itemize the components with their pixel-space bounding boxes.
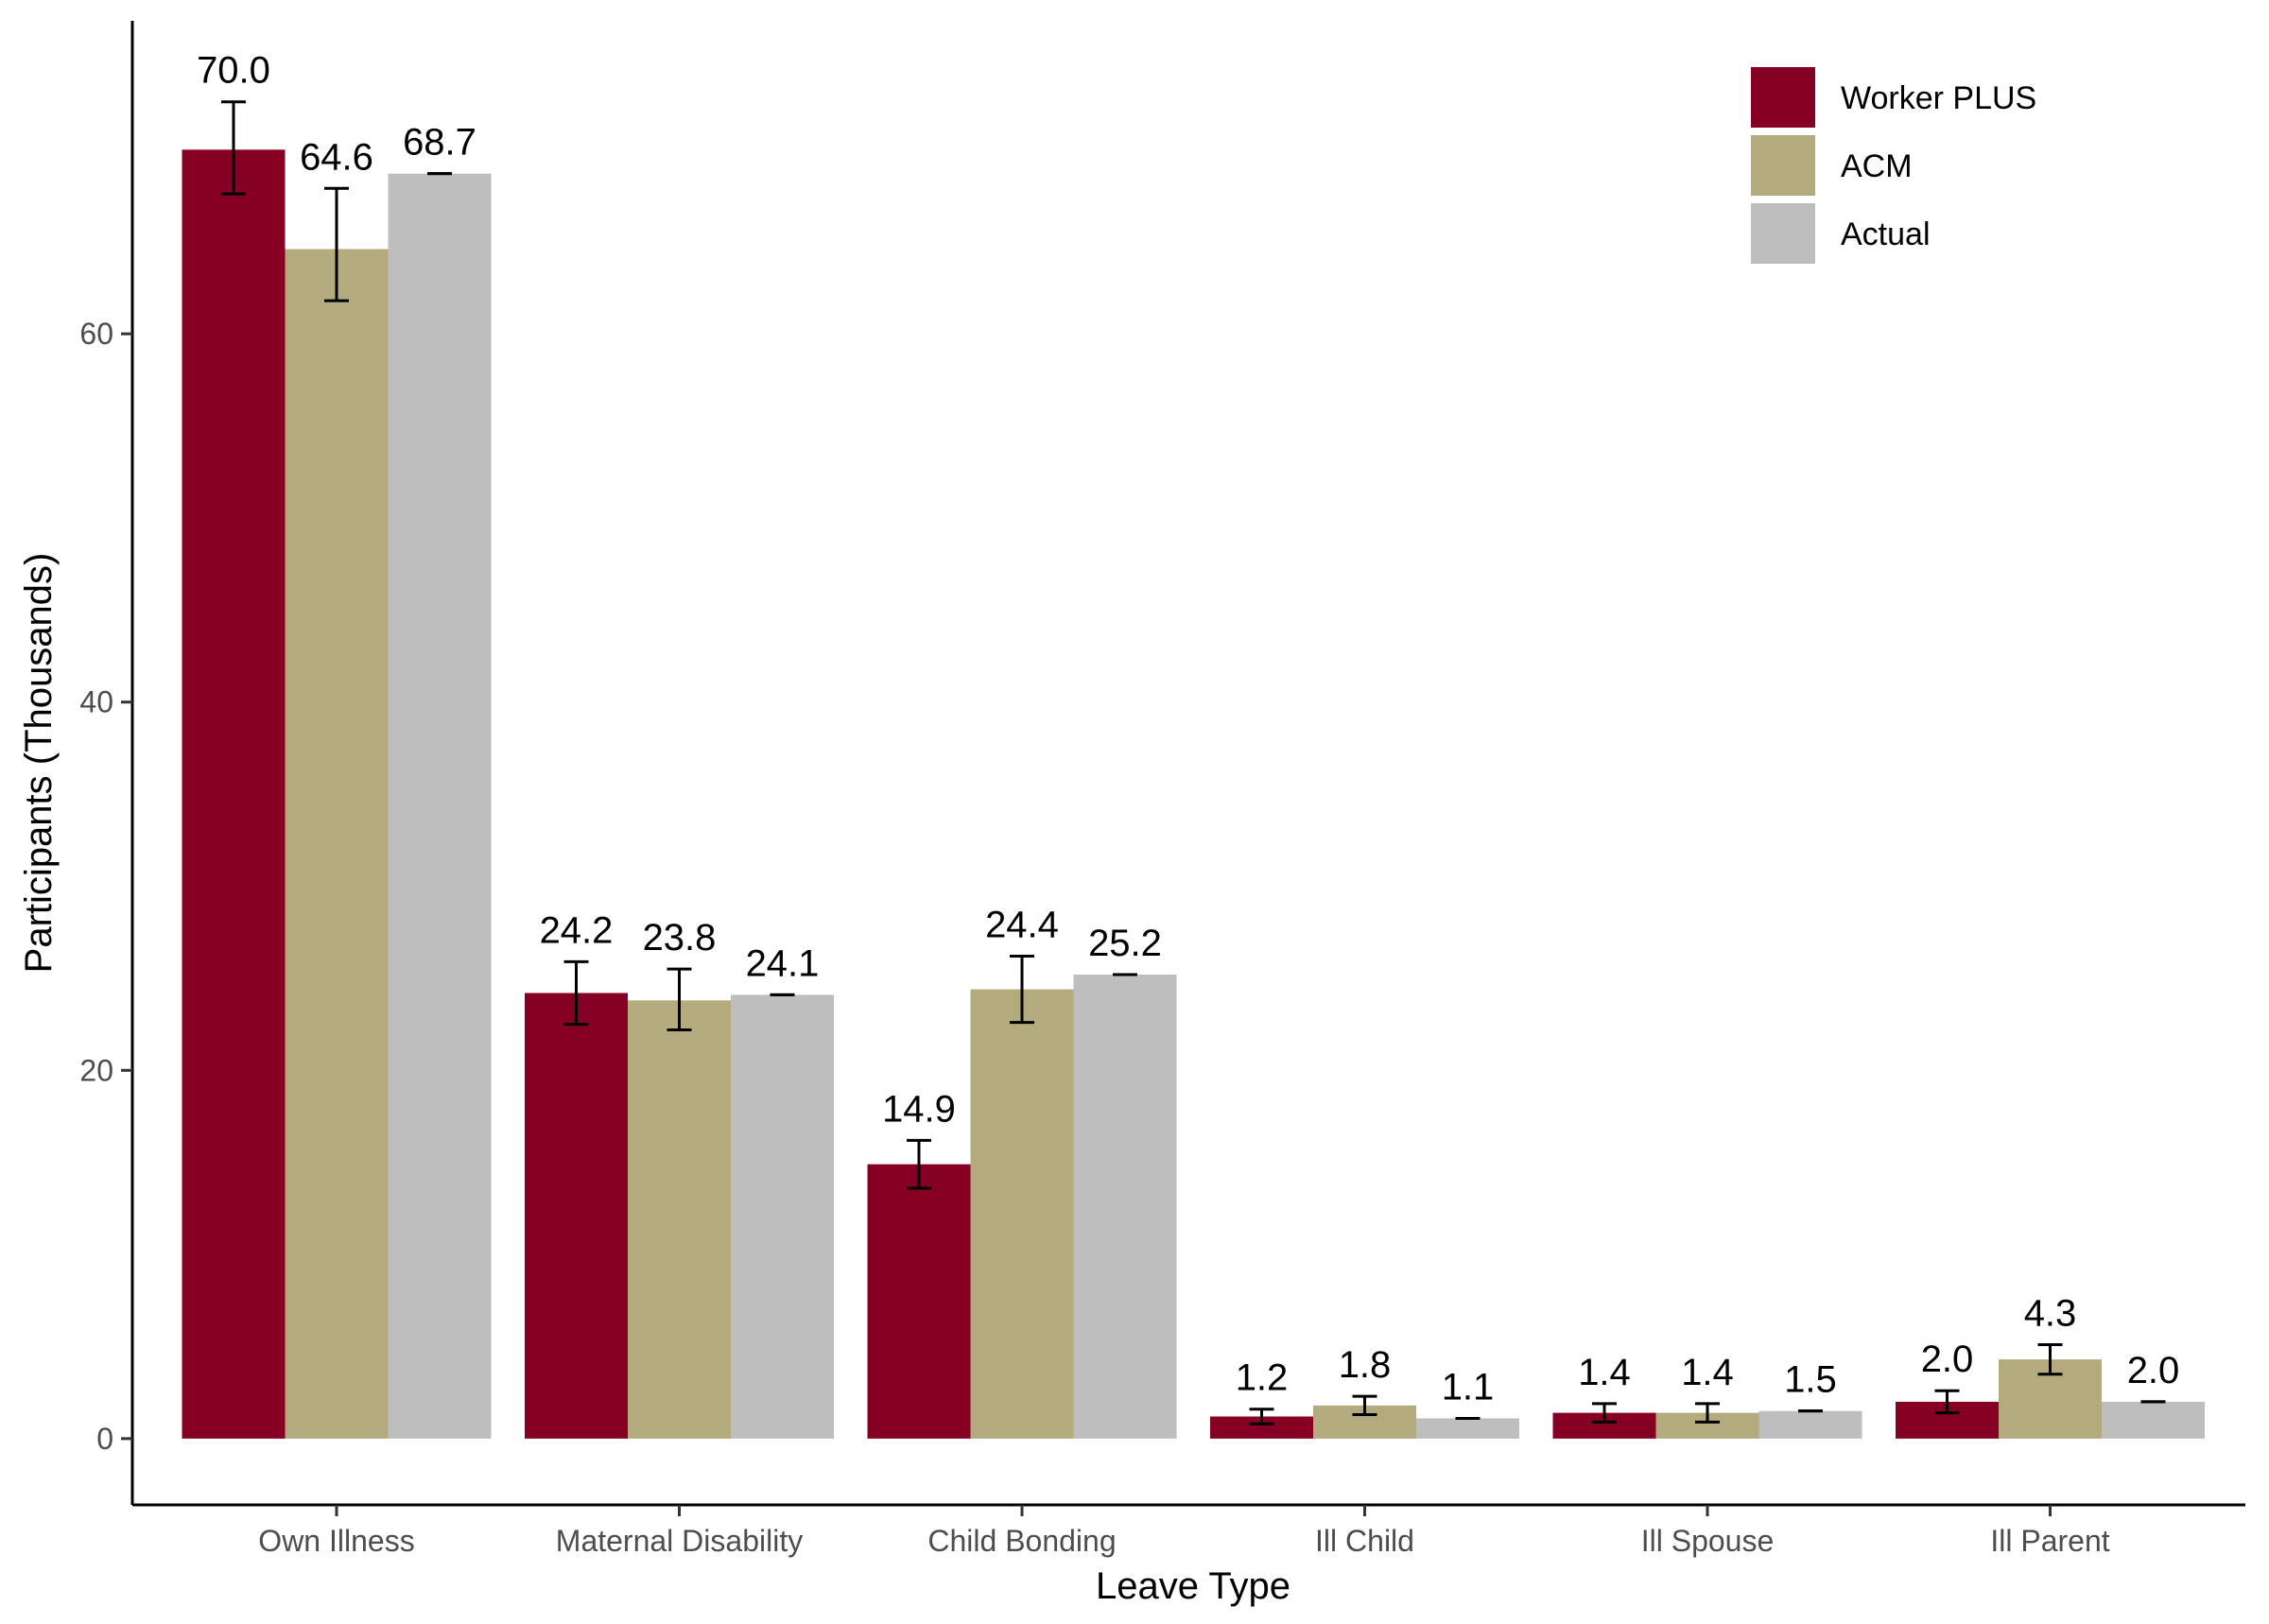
data-label-actual: 24.1 [746,942,820,984]
data-label-worker-plus: 1.2 [1236,1357,1289,1399]
data-label-worker-plus: 70.0 [197,50,270,92]
x-tick-label: Ill Parent [1990,1524,2109,1558]
value-labels-group: 70.0 24.2 14.9 1.2 1.4 2.0 64.6 23.8 24.4 1.8 1.4 4… [197,50,2179,1408]
bar-worker-plus [525,993,628,1439]
data-label-worker-plus: 14.9 [882,1088,956,1130]
data-label-worker-plus: 1.4 [1578,1352,1631,1393]
data-label-actual: 68.7 [403,122,476,164]
legend: Worker PLUS ACM Actual [1749,65,2036,266]
y-axis-title: Participants (Thousands) [18,553,60,974]
error-bars-group [221,100,2166,1425]
bar-worker-plus [867,1164,971,1439]
legend-key [1749,133,1817,198]
y-tick-label: 40 [79,685,113,719]
data-label-acm: 4.3 [2024,1293,2077,1335]
data-label-worker-plus: 24.2 [540,909,614,951]
bar-actual [1416,1418,1519,1439]
data-label-acm: 24.4 [985,905,1059,946]
bar-acm [628,1000,731,1439]
data-label-actual: 1.5 [1784,1359,1837,1401]
y-tick-label: 60 [79,317,113,351]
legend-label: ACM [1841,148,1913,184]
y-ticks-group: 0 20 40 60 [79,317,132,1456]
axes-group [130,21,2245,1507]
data-label-acm: 1.8 [1339,1344,1392,1386]
legend-label: Worker PLUS [1841,80,2036,116]
data-label-actual: 1.1 [1442,1366,1495,1408]
x-tick-label: Child Bonding [927,1524,1116,1558]
y-tick-label: 0 [96,1422,113,1456]
data-label-worker-plus: 2.0 [1921,1339,1974,1380]
legend-key [1749,201,1817,266]
data-label-acm: 23.8 [643,917,717,959]
data-label-actual: 2.0 [2127,1350,2180,1391]
x-ticks-group: Own Illness Maternal Disability Child Bond… [258,1505,2110,1558]
x-axis-title: Leave Type [1096,1565,1290,1607]
y-tick-label: 20 [79,1053,113,1087]
legend-key [1749,65,1817,130]
bar-actual [1073,975,1177,1439]
x-tick-label: Own Illness [258,1524,414,1558]
bar-actual [1758,1410,1862,1439]
data-label-actual: 25.2 [1088,923,1162,964]
bars-group [182,149,2205,1439]
bar-actual [731,994,834,1439]
bar-actual [2102,1401,2205,1439]
bar-worker-plus [1210,1416,1313,1439]
x-tick-label: Ill Spouse [1641,1524,1775,1558]
bar-acm [970,989,1074,1439]
bar-acm [285,249,389,1439]
legend-label: Actual [1841,216,1931,252]
data-label-acm: 64.6 [300,136,373,178]
x-tick-label: Ill Child [1315,1524,1414,1558]
data-label-acm: 1.4 [1681,1352,1734,1393]
bar-actual [388,173,492,1439]
bar-worker-plus [182,149,286,1439]
x-tick-label: Maternal Disability [556,1524,803,1558]
